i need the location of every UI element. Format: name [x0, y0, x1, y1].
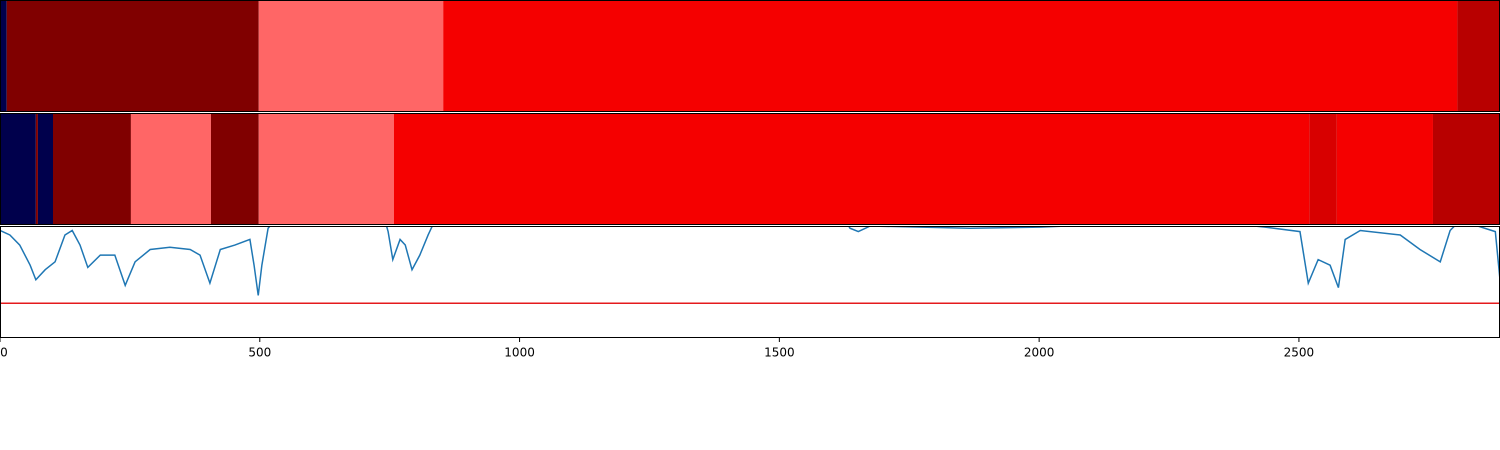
x-tick-label: 500	[248, 346, 271, 360]
x-tick-label: 2000	[1024, 346, 1055, 360]
segment	[130, 113, 211, 225]
plot-area	[0, 226, 1500, 305]
x-tick-label: 0	[0, 346, 8, 360]
line-series	[0, 226, 1500, 296]
x-tick-label: 1000	[504, 346, 535, 360]
segment	[1309, 113, 1337, 225]
x-tick-label: 2500	[1284, 346, 1315, 360]
segment	[0, 0, 7, 112]
x-tick-label: 1500	[764, 346, 795, 360]
segment	[35, 113, 38, 225]
segment	[393, 113, 1310, 225]
segment	[443, 0, 1458, 112]
segment	[0, 113, 36, 225]
segment	[6, 0, 259, 112]
segment	[37, 113, 53, 225]
segment	[1457, 0, 1500, 112]
panel-frame	[0, 226, 1500, 338]
segment	[1432, 113, 1500, 225]
segment	[210, 113, 259, 225]
segment	[258, 113, 394, 225]
segment	[52, 113, 131, 225]
segment	[1336, 113, 1433, 225]
segment	[258, 0, 444, 112]
